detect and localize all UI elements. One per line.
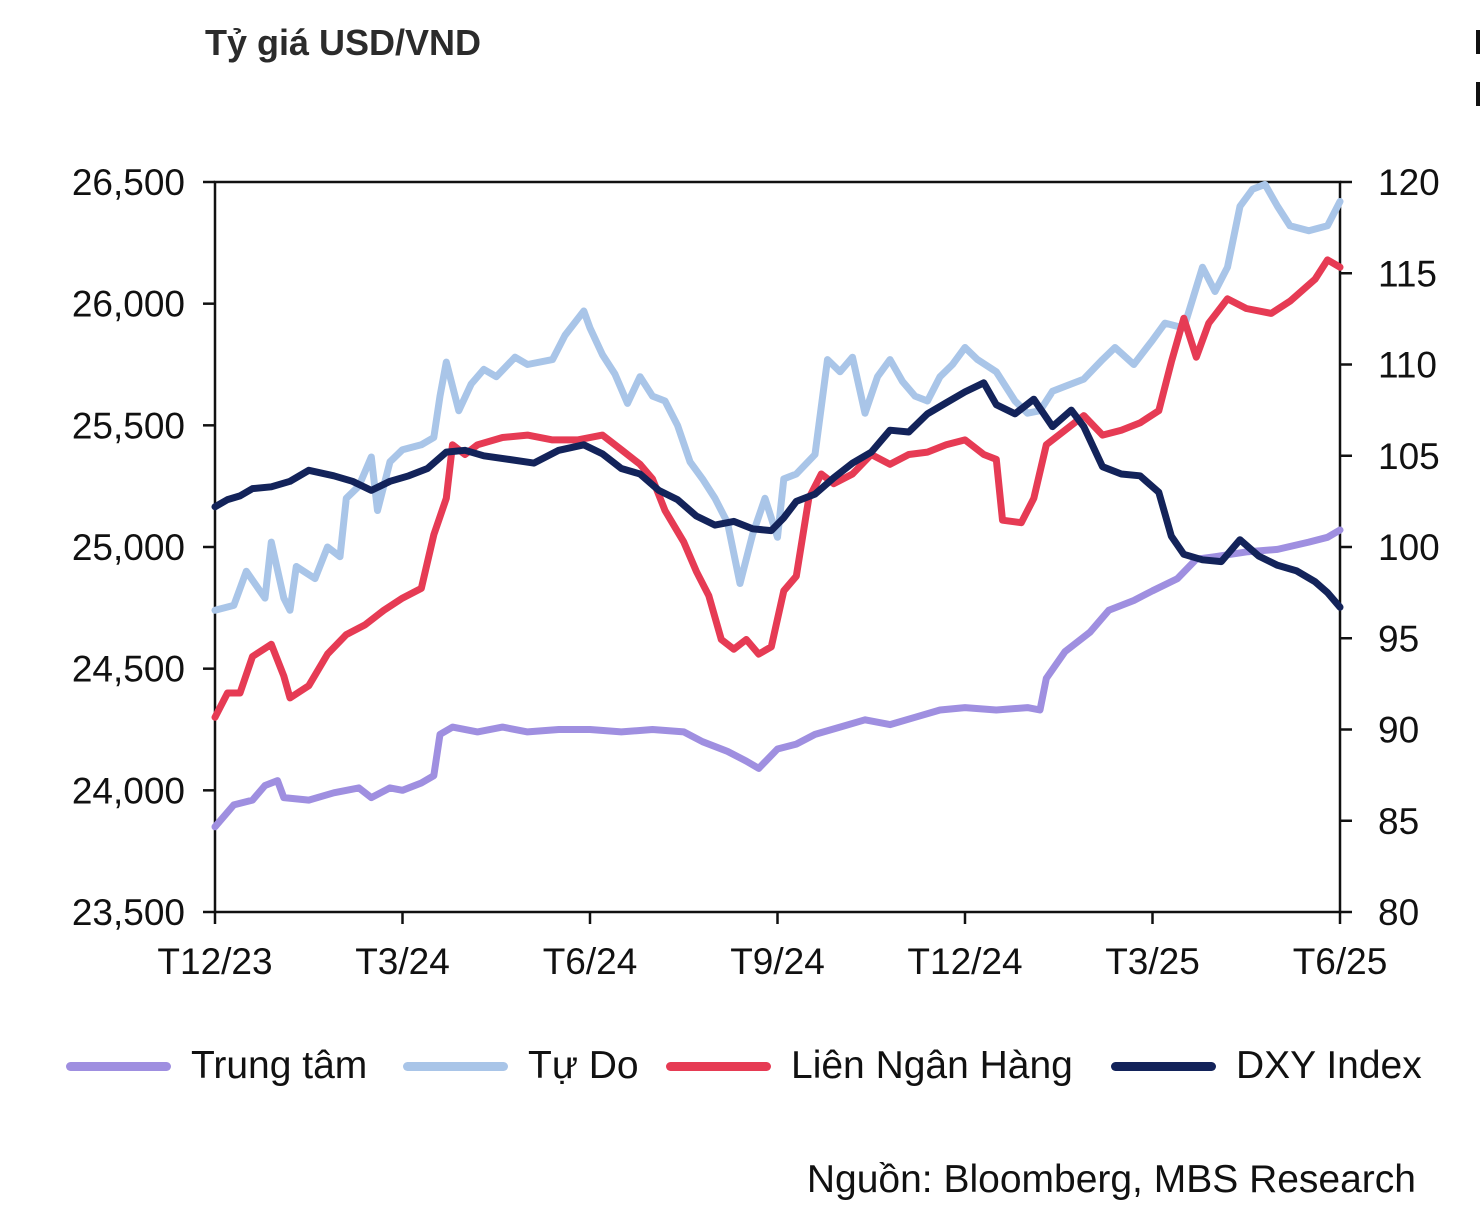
plot-border <box>213 180 1342 914</box>
left-axis-tick-label: 23,500 <box>72 892 185 933</box>
left-axis-tick-label: 26,000 <box>72 284 185 325</box>
legend-label-lien-ngan-hang: Liên Ngân Hàng <box>791 1044 1073 1087</box>
legend: Trung tâm Tự Do Liên Ngân Hàng DXY Index <box>66 1040 1446 1092</box>
legend-swatch-tu-do <box>403 1061 508 1071</box>
legend-swatch-dxy-index <box>1111 1061 1216 1071</box>
x-axis-tick-label: T12/23 <box>157 941 272 982</box>
right-axis-tick-label: 95 <box>1378 618 1419 659</box>
x-axis-tick-label: T6/25 <box>1293 941 1388 982</box>
series-line-dxy-index <box>211 379 1344 611</box>
legend-label-tu-do: Tự Do <box>528 1044 639 1087</box>
chart-title: Tỷ giá USD/VND <box>205 22 482 63</box>
series-lines <box>211 180 1344 831</box>
legend-swatch-trung-tam <box>66 1061 171 1071</box>
left-axis-tick-label: 24,000 <box>72 770 185 811</box>
right-axis-tick-label: 100 <box>1378 527 1440 568</box>
series-line-trung-tam <box>211 526 1344 831</box>
right-axis-tick-label: 105 <box>1378 436 1440 477</box>
plot-frame <box>213 180 1342 914</box>
series-line-lien-ngan-hang <box>211 256 1344 721</box>
x-axis-tick-label: T12/24 <box>907 941 1022 982</box>
cropped-edge-marks <box>1476 30 1480 134</box>
legend-item-tu-do: Tự Do <box>403 1040 639 1092</box>
x-axis-tick-label: T3/24 <box>355 941 450 982</box>
legend-item-dxy-index: DXY Index <box>1111 1040 1422 1092</box>
x-axis-tick-label: T9/24 <box>730 941 825 982</box>
legend-swatch-lien-ngan-hang <box>666 1061 771 1071</box>
legend-label-dxy-index: DXY Index <box>1236 1044 1422 1087</box>
x-axis-tick-label: T6/24 <box>543 941 638 982</box>
right-axis-tick-label: 120 <box>1378 162 1440 203</box>
right-axis-tick-label: 85 <box>1378 801 1419 842</box>
axes: 23,500 24,000 24,500 25,000 25,500 26,000 26,5… <box>72 162 1440 982</box>
chart-canvas: 23,500 24,000 24,500 25,000 25,500 26,000 26,5… <box>72 162 1440 982</box>
left-axis-tick-label: 25,500 <box>72 405 185 446</box>
x-axis-tick-label: T3/25 <box>1105 941 1200 982</box>
legend-item-lien-ngan-hang: Liên Ngân Hàng <box>666 1040 1073 1092</box>
left-axis-tick-label: 25,000 <box>72 527 185 568</box>
series-line-tu-do <box>211 180 1344 614</box>
legend-item-trung-tam: Trung tâm <box>66 1040 367 1092</box>
legend-label-trung-tam: Trung tâm <box>191 1044 368 1087</box>
right-axis-tick-label: 115 <box>1378 253 1437 294</box>
left-axis-tick-label: 26,500 <box>72 162 185 203</box>
right-axis-tick-label: 90 <box>1378 710 1419 751</box>
right-axis-tick-label: 80 <box>1378 892 1419 933</box>
right-axis-tick-label: 110 <box>1378 345 1437 386</box>
source-note: Nguồn: Bloomberg, MBS Research <box>806 1158 1416 1201</box>
left-axis-tick-label: 24,500 <box>72 649 185 690</box>
